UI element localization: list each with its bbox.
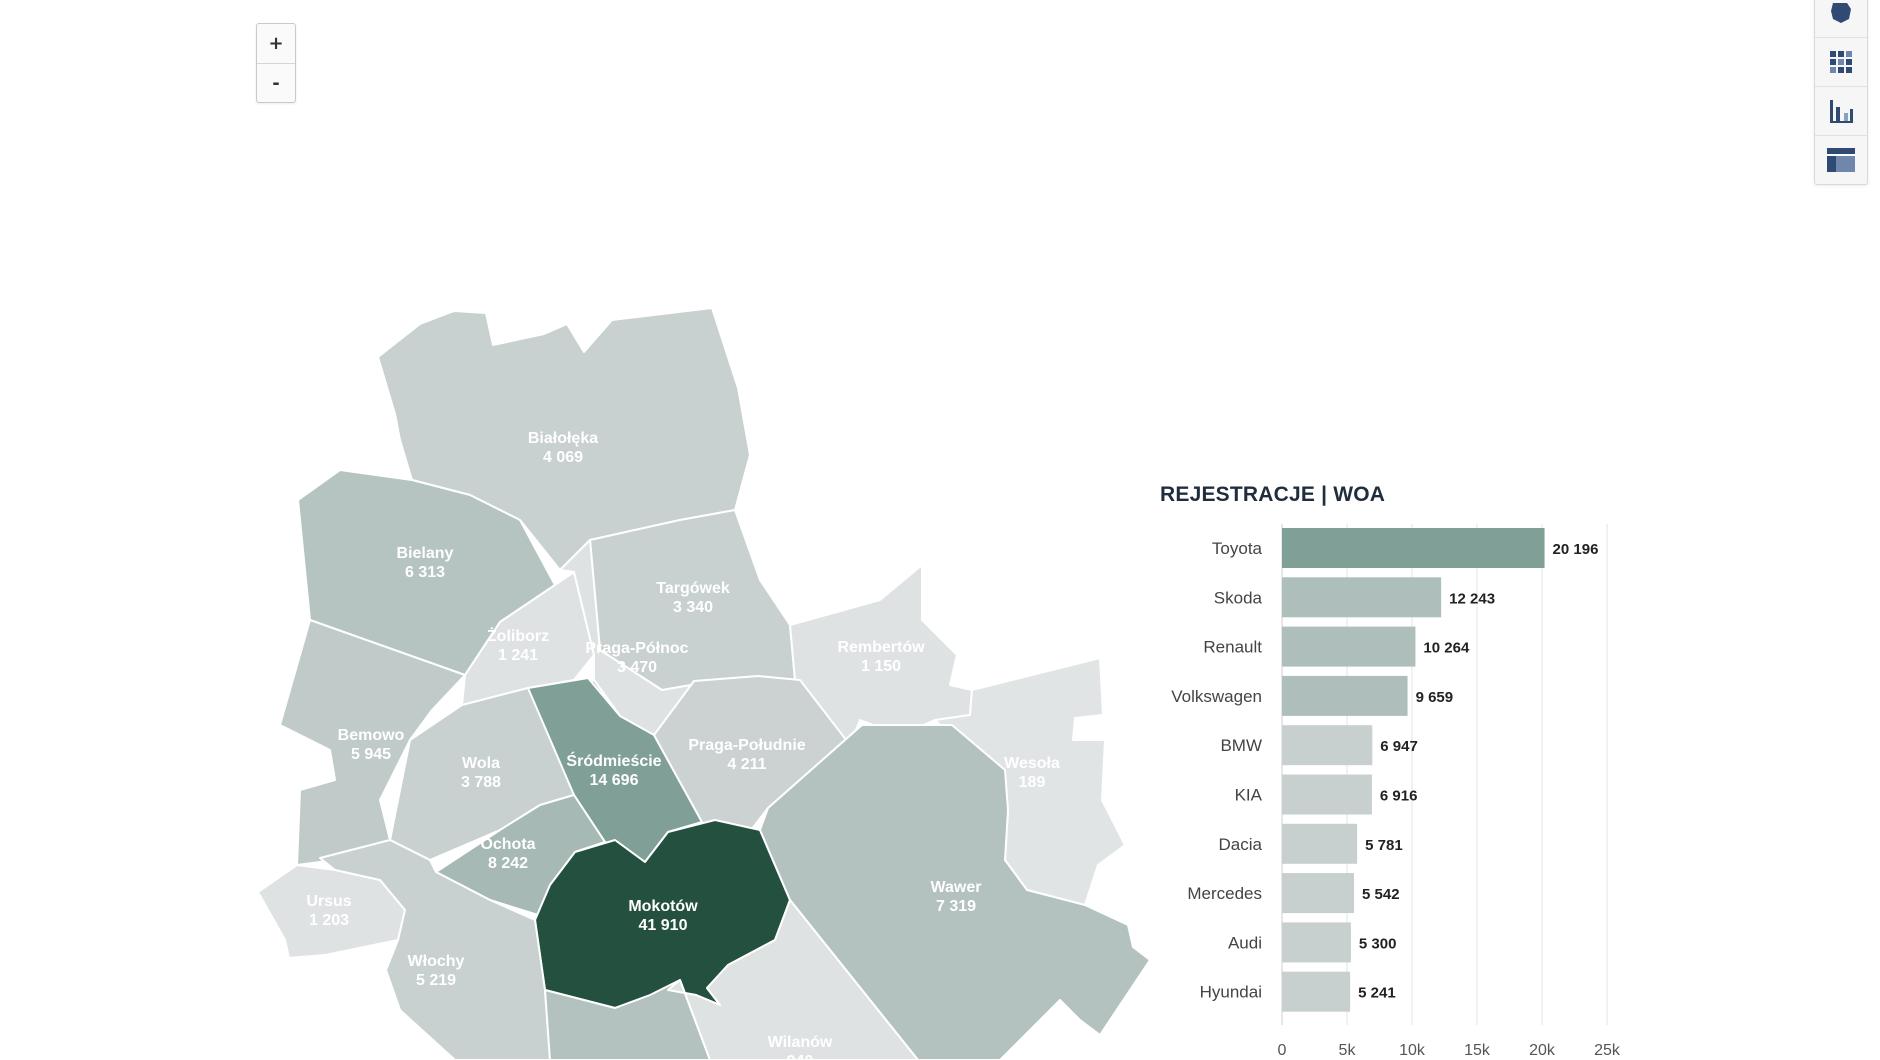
category-label: Toyota [1212, 539, 1263, 558]
bar-bmw[interactable] [1282, 725, 1373, 766]
bar-kia[interactable] [1282, 774, 1372, 815]
label-targowek: Targówek 3 340 [656, 580, 730, 616]
bar-chart-icon [1830, 100, 1853, 123]
label-wilanow: Wilanów940 [768, 1034, 833, 1060]
bar-audi[interactable] [1282, 922, 1351, 963]
bar-toyota[interactable] [1282, 528, 1545, 568]
label-zoliborz: Żoliborz 1 241 [487, 627, 549, 664]
value-label: 5 781 [1365, 837, 1403, 854]
chart-value-labels: 20 196 12 243 10 264 9 659 6 947 6 916 5 781 5 … [1358, 541, 1598, 1002]
chart-category-labels: Toyota Skoda Renault Volkswagen BMW KIA Dacia M… [1171, 539, 1262, 1002]
zoom-in-button[interactable]: + [257, 24, 295, 63]
category-label: Renault [1203, 638, 1262, 657]
grid-view-button[interactable] [1815, 38, 1867, 87]
label-ochota: Ochota 8 242 [480, 836, 535, 872]
bar-mercedes[interactable] [1282, 873, 1355, 914]
x-tick-label: 15k [1464, 1042, 1491, 1059]
chart-bars [1282, 528, 1545, 1012]
label-praga-polnoc: Praga-Północ 3 470 [585, 640, 688, 676]
label-wola: Wola 3 788 [461, 755, 501, 791]
chart-tick-labels: 0 5k 10k 15k 20k 25k [1278, 1042, 1621, 1059]
region-wlochy[interactable] [319, 839, 551, 1060]
bar-renault[interactable] [1282, 626, 1416, 667]
table-view-button[interactable] [1815, 136, 1867, 184]
chart-view-button[interactable] [1815, 87, 1867, 136]
value-label: 10 264 [1423, 640, 1470, 657]
map-view-button[interactable] [1815, 0, 1867, 38]
category-label: KIA [1235, 786, 1263, 805]
bar-dacia[interactable] [1282, 823, 1358, 864]
label-wawer: Wawer 7 319 [931, 879, 982, 915]
category-label: Dacia [1219, 835, 1263, 854]
zoom-out-button[interactable]: - [257, 63, 295, 102]
label-mokotow: Mokotów 41 910 [628, 898, 698, 934]
label-rembertow: Rembertów 1 150 [837, 639, 925, 675]
region-wawer[interactable] [759, 724, 1151, 1060]
label-ursus: Ursus 1 203 [306, 893, 351, 929]
map-icon [1831, 3, 1851, 23]
category-label: Volkswagen [1171, 687, 1262, 706]
x-tick-label: 0 [1278, 1042, 1287, 1059]
value-label: 20 196 [1553, 541, 1599, 558]
grid-icon [1830, 51, 1852, 73]
category-label: Mercedes [1187, 884, 1262, 903]
view-toolbar [1814, 0, 1868, 185]
label-bielany: Bielany 6 313 [397, 545, 454, 581]
x-tick-label: 20k [1529, 1042, 1556, 1059]
zoom-control: + - [256, 23, 296, 103]
value-label: 5 241 [1358, 985, 1396, 1002]
label-wlochy: Włochy 5 219 [408, 953, 465, 989]
value-label: 5 542 [1362, 886, 1400, 903]
label-wesola: Wesoła 189 [1004, 755, 1060, 791]
value-label: 6 916 [1380, 788, 1418, 805]
bar-skoda[interactable] [1282, 577, 1442, 618]
label-bialoleka: Białołęka 4 069 [528, 430, 598, 466]
category-label: Hyundai [1200, 983, 1262, 1002]
chart-title: REJESTRACJE | WOA [1160, 483, 1386, 506]
value-label: 9 659 [1416, 689, 1454, 706]
label-praga-poludnie: Praga-Południe 4 211 [688, 737, 805, 773]
region-labels: Białołęka 4 069 Bielany 6 313 Targówek 3 34… [306, 430, 1060, 1060]
category-label: Audi [1228, 933, 1262, 952]
region-wilanow[interactable] [667, 899, 919, 1060]
x-tick-label: 10k [1399, 1042, 1426, 1059]
category-label: BMW [1220, 736, 1262, 755]
bar-volkswagen[interactable] [1282, 675, 1408, 716]
value-label: 5 300 [1359, 935, 1397, 952]
value-label: 12 243 [1449, 590, 1495, 607]
label-srodmiescie: Śródmieście 14 696 [566, 751, 661, 789]
label-bemowo: Bemowo 5 945 [338, 727, 405, 763]
value-label: 6 947 [1380, 738, 1418, 755]
bar-hyundai[interactable] [1282, 971, 1351, 1012]
x-tick-label: 5k [1339, 1042, 1357, 1059]
table-icon [1827, 148, 1855, 172]
region-bialoleka[interactable] [377, 307, 751, 571]
x-tick-label: 25k [1594, 1042, 1621, 1059]
category-label: Skoda [1214, 588, 1263, 607]
